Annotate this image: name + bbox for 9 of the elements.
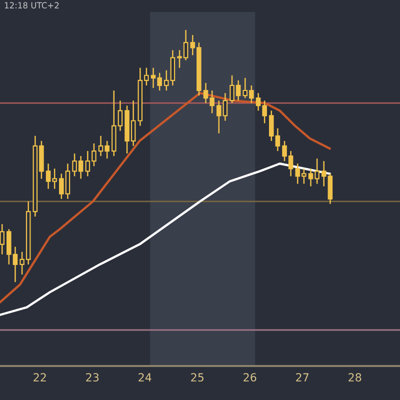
x-tick-label: 24	[138, 373, 152, 382]
x-tick-label: 22	[34, 373, 46, 382]
x-tick-label: 23	[86, 373, 99, 382]
candlestick	[0, 223, 4, 255]
x-tick-label: 28	[348, 373, 362, 382]
text: 12:18 UTC+2	[4, 2, 59, 8]
x-tick-label: 27	[296, 373, 308, 382]
x-tick-label: 26	[244, 373, 256, 382]
x-tick-label: 25	[191, 373, 204, 382]
